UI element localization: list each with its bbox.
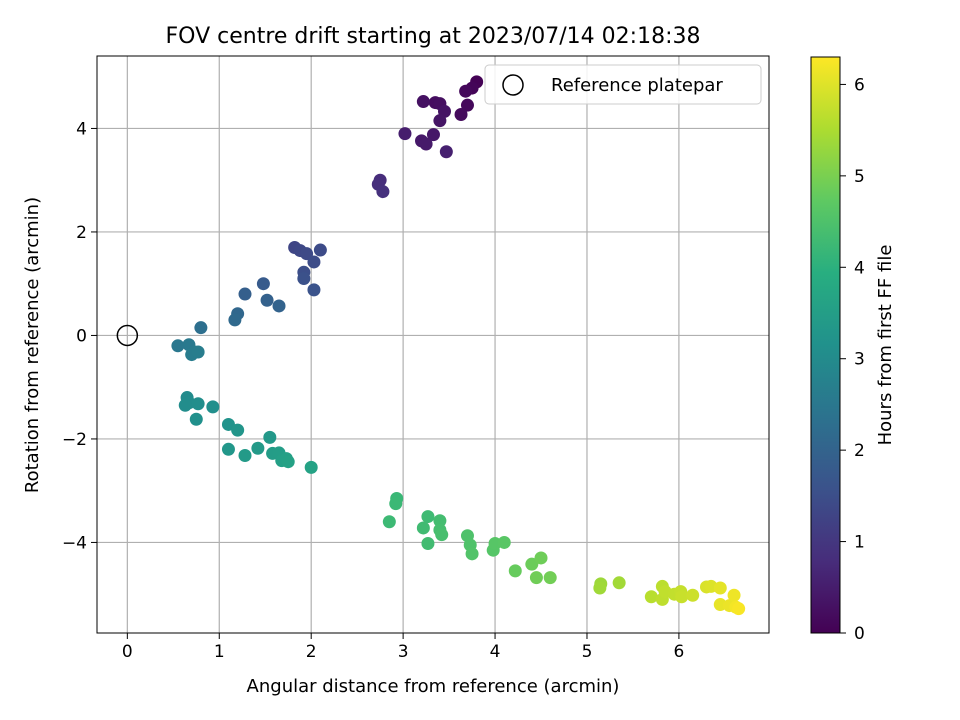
data-point — [421, 510, 435, 524]
y-axis-label: Rotation from reference (arcmin) — [22, 197, 43, 493]
x-tick-label: 5 — [582, 642, 593, 662]
data-point — [419, 137, 433, 151]
data-point — [231, 423, 245, 437]
data-point — [644, 590, 658, 604]
data-point — [228, 313, 242, 327]
colorbar-tick-label: 1 — [854, 533, 865, 553]
colorbar-tick-label: 2 — [854, 441, 865, 461]
data-point — [416, 521, 430, 535]
data-point — [497, 535, 511, 549]
data-point — [593, 581, 607, 595]
x-axis-ticks: 0 1 2 3 4 5 6 — [122, 633, 684, 662]
data-point — [238, 449, 252, 463]
data-point — [416, 95, 430, 109]
data-point — [675, 590, 689, 604]
data-point — [307, 255, 321, 269]
data-point — [263, 430, 277, 444]
y-tick-label: 0 — [76, 326, 87, 346]
colorbar-tick-label: 3 — [854, 350, 865, 370]
data-point — [256, 277, 270, 291]
data-point — [433, 514, 447, 528]
chart-title: FOV centre drift starting at 2023/07/14 … — [166, 24, 701, 49]
data-point — [529, 571, 543, 585]
data-point — [382, 515, 396, 529]
legend-marker-icon — [502, 74, 524, 96]
data-point — [426, 128, 440, 142]
data-point — [171, 339, 185, 353]
colorbar — [810, 56, 841, 634]
data-point — [686, 588, 700, 602]
legend-box — [484, 64, 762, 105]
grid-lines — [97, 56, 769, 633]
x-tick-label: 3 — [398, 642, 409, 662]
reference-point-marker — [116, 324, 139, 347]
data-point — [435, 528, 449, 542]
colorbar-label: Hours from first FF file — [875, 245, 896, 446]
data-point — [421, 536, 435, 550]
data-point — [727, 588, 741, 602]
y-tick-label: 2 — [76, 223, 87, 243]
x-tick-label: 2 — [306, 642, 317, 662]
data-point — [178, 398, 192, 412]
x-tick-label: 0 — [122, 642, 133, 662]
data-point — [543, 571, 557, 585]
data-point — [307, 283, 321, 297]
x-tick-label: 6 — [673, 642, 684, 662]
data-point — [433, 114, 447, 128]
data-point — [313, 243, 327, 257]
data-point — [281, 455, 295, 469]
data-point — [389, 497, 403, 511]
data-point — [612, 576, 626, 590]
data-points — [171, 75, 746, 616]
colorbar-tick-label: 0 — [854, 624, 865, 644]
data-point — [251, 441, 265, 455]
data-point — [189, 412, 203, 426]
colorbar-tick-label: 6 — [854, 75, 865, 95]
colorbar-ticks: 0 1 2 3 4 5 6 — [840, 75, 865, 644]
data-point — [732, 602, 746, 616]
data-point — [534, 551, 548, 565]
data-point — [221, 442, 235, 456]
data-point — [194, 321, 208, 335]
y-axis-ticks: −4 −2 0 2 4 — [62, 119, 97, 553]
colorbar-tick-label: 4 — [854, 258, 865, 278]
data-point — [238, 287, 252, 301]
x-axis-label: Angular distance from reference (arcmin) — [247, 676, 620, 697]
data-point — [439, 145, 453, 159]
y-tick-label: −4 — [62, 533, 87, 553]
data-point — [376, 185, 390, 199]
data-point — [191, 397, 205, 411]
data-point — [454, 107, 468, 121]
y-tick-label: 4 — [76, 119, 87, 139]
data-point — [206, 400, 220, 414]
data-point — [398, 127, 412, 141]
data-point — [304, 460, 318, 474]
data-point — [297, 272, 311, 286]
colorbar-tick-label: 5 — [854, 167, 865, 187]
data-point — [465, 547, 479, 561]
plot-frame — [96, 55, 770, 634]
y-tick-label: −2 — [62, 430, 87, 450]
data-point — [525, 557, 539, 571]
data-point — [459, 84, 473, 98]
legend: Reference platepar — [484, 64, 762, 105]
legend-entry-reference: Reference platepar — [551, 75, 723, 96]
x-tick-label: 4 — [490, 642, 501, 662]
data-point — [272, 299, 286, 313]
data-point — [508, 564, 522, 578]
data-point — [460, 98, 474, 112]
data-point — [191, 345, 205, 359]
data-point — [713, 581, 727, 595]
x-tick-label: 1 — [214, 642, 225, 662]
data-point — [260, 293, 274, 307]
